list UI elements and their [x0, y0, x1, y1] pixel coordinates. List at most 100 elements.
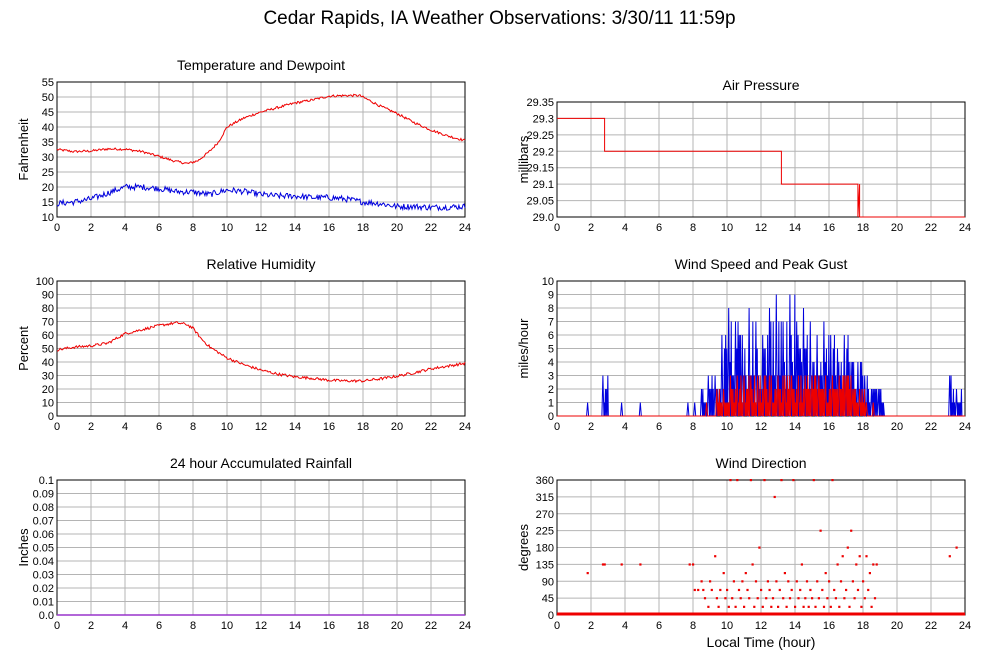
rh-x-tick-label: 14: [289, 421, 301, 433]
wdir-point: [829, 605, 832, 608]
wdir-point: [862, 580, 865, 583]
pressure-x-tick-label: 10: [721, 222, 733, 234]
wdir-point: [843, 597, 846, 600]
wdir-point: [753, 605, 756, 608]
pressure-x-tick-label: 0: [554, 222, 560, 234]
pressure-y-tick-label: 29.25: [526, 130, 554, 142]
wdir-x-tick-label: 18: [857, 620, 869, 632]
wdir-point: [743, 605, 746, 608]
wind-y-tick-label: 6: [548, 330, 554, 342]
wdir-point: [875, 563, 878, 566]
wdir-point: [732, 580, 735, 583]
wdir-point: [783, 572, 786, 575]
wind-x-tick-label: 2: [588, 421, 594, 433]
wdir-y-tick-label: 0: [548, 610, 554, 622]
temp-y-tick-label: 40: [42, 122, 54, 134]
wdir-point: [865, 555, 868, 558]
wdir-point: [760, 588, 763, 592]
wdir-point: [710, 588, 713, 592]
temp-y-tick-label: 25: [42, 167, 54, 179]
wdir-point: [795, 580, 798, 583]
wind-title: Wind Speed and Peak Gust: [675, 256, 848, 272]
wind-series-red-line: [557, 375, 965, 417]
pressure-y-tick-label: 29.15: [526, 163, 554, 175]
wdir-point: [715, 597, 718, 600]
wind-y-axis-label: miles/hour: [516, 318, 531, 379]
rain-title: 24 hour Accumulated Rainfall: [170, 455, 352, 471]
wdir-point: [799, 588, 802, 592]
temp-x-tick-label: 10: [221, 222, 233, 234]
wdir-x-tick-label: 4: [622, 620, 628, 632]
rh-y-tick-label: 30: [42, 371, 54, 383]
wdir-y-tick-label: 315: [536, 492, 554, 504]
wind-x-tick-label: 8: [690, 421, 696, 433]
wdir-point: [751, 563, 754, 566]
temp-x-tick-label: 8: [190, 222, 196, 234]
wdir-point: [693, 588, 696, 592]
wdir-y-tick-label: 90: [542, 576, 554, 588]
temp-x-tick-label: 14: [289, 222, 301, 234]
wdir-point: [782, 597, 785, 600]
wdir-point: [748, 597, 751, 600]
rain-y-axis-label: Inches: [16, 528, 31, 567]
temp-series-red-line: [56, 93, 466, 165]
x-axis-label: Local Time (hour): [706, 634, 816, 650]
rh-y-tick-label: 70: [42, 317, 54, 329]
wdir-x-tick-label: 24: [959, 620, 971, 632]
wdir-point: [790, 588, 793, 592]
wdir-point: [729, 479, 732, 482]
rh-x-tick-label: 16: [323, 421, 335, 433]
wdir-point: [850, 529, 853, 532]
wdir-point: [702, 588, 705, 592]
rain-x-tick-label: 12: [255, 620, 267, 632]
wdir-point: [756, 597, 759, 600]
temp-x-tick-label: 18: [357, 222, 369, 234]
wind-x-tick-label: 20: [891, 421, 903, 433]
wdir-point: [746, 588, 749, 592]
wdir-point: [846, 546, 849, 549]
wdir-point: [724, 597, 727, 600]
wind-x-tick-label: 14: [789, 421, 801, 433]
pressure-y-tick-label: 29.0: [533, 212, 554, 224]
wdir-point: [856, 588, 860, 592]
page-title: Cedar Rapids, IA Weather Observations: 3…: [263, 8, 736, 29]
temp-y-tick-label: 30: [42, 152, 54, 164]
rain-y-tick-label: 0.02: [33, 583, 54, 595]
wdir-point: [601, 563, 605, 566]
wdir-x-tick-label: 2: [588, 620, 594, 632]
wdir-point: [824, 572, 827, 575]
wdir-point: [719, 588, 722, 592]
rain-x-tick-label: 18: [357, 620, 369, 632]
wdir-point: [771, 597, 775, 600]
rain-y-tick-label: 0.08: [33, 502, 54, 514]
wdir-point: [816, 580, 819, 583]
wdir-x-tick-label: 6: [656, 620, 662, 632]
wdir-point: [761, 605, 764, 608]
pressure-series-red-line: [557, 117, 965, 218]
pressure-x-tick-label: 2: [588, 222, 594, 234]
temp-y-tick-label: 35: [42, 137, 54, 149]
pressure-y-tick-label: 29.1: [533, 179, 554, 191]
wdir-point: [828, 580, 831, 583]
wdir-point: [765, 597, 768, 600]
pressure-x-tick-label: 4: [622, 222, 628, 234]
wdir-point: [839, 580, 843, 583]
wdir-y-tick-label: 360: [536, 475, 554, 487]
rain-y-tick-label: 0.06: [33, 529, 54, 541]
rh-y-tick-label: 90: [42, 290, 54, 302]
rain-x-tick-label: 14: [289, 620, 301, 632]
wind-y-tick-label: 9: [548, 290, 554, 302]
wdir-point: [620, 563, 623, 566]
rh-x-tick-label: 4: [122, 421, 128, 433]
wdir-point: [717, 605, 720, 608]
wind-y-tick-label: 5: [548, 344, 554, 356]
wdir-point: [848, 605, 851, 608]
wdir-point: [838, 605, 841, 608]
wdir-point: [851, 580, 854, 583]
wdir-point: [812, 479, 815, 482]
rain-y-tick-label: 0.05: [33, 543, 54, 555]
wind-x-tick-label: 24: [959, 421, 971, 433]
rh-x-tick-label: 20: [391, 421, 403, 433]
pressure-y-axis-label: millibars: [516, 135, 531, 183]
